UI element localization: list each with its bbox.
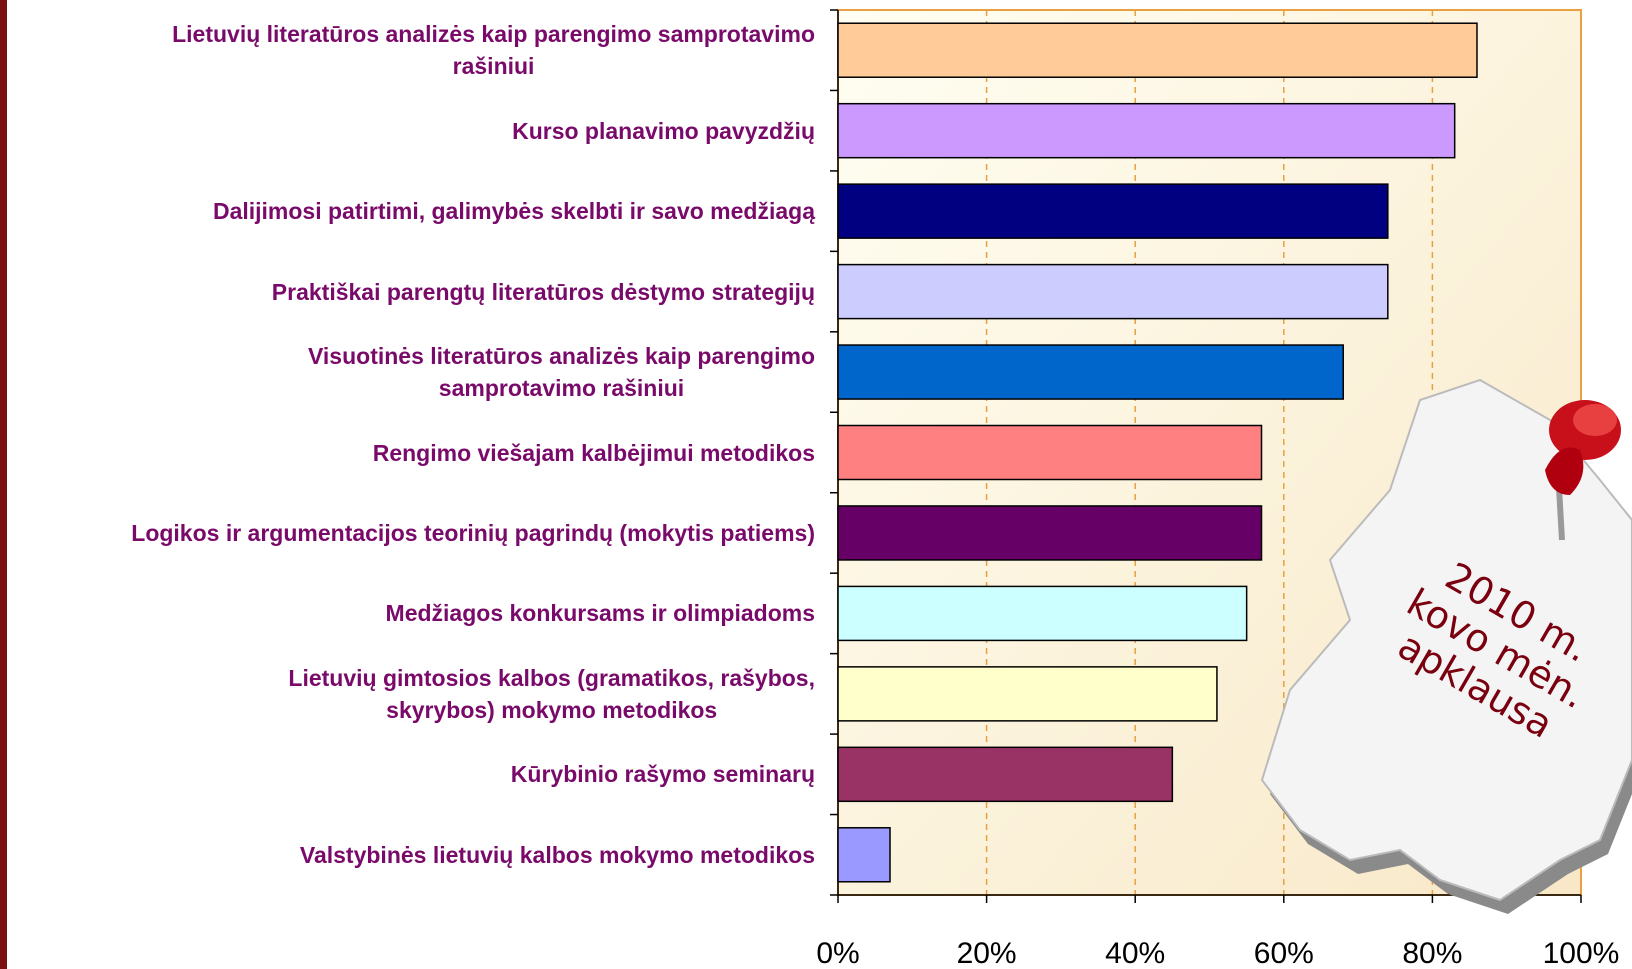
bar	[838, 506, 1262, 560]
bar	[838, 586, 1247, 640]
y-tick-label: Rengimo viešajam kalbėjimui metodikos	[373, 437, 815, 469]
y-tick-label: Lietuvių literatūros analizės kaip paren…	[172, 18, 815, 82]
page: 0%20%40%60%80%100% 2010 m.kovo mėn.apkla…	[0, 0, 1632, 969]
x-tick-label: 60%	[1254, 937, 1314, 969]
bar	[838, 345, 1343, 399]
y-tick-label: Praktiškai parengtų literatūros dėstymo …	[272, 276, 815, 308]
x-tick-label: 80%	[1402, 937, 1462, 969]
bar	[838, 426, 1262, 480]
bar	[838, 265, 1388, 319]
y-tick-label: Kurso planavimo pavyzdžių	[512, 115, 815, 147]
x-tick-label: 100%	[1543, 937, 1620, 969]
x-tick-label: 0%	[816, 937, 859, 969]
y-tick-label: Logikos ir argumentacijos teorinių pagri…	[131, 517, 815, 549]
y-tick-label: Medžiagos konkursams ir olimpiadoms	[386, 597, 815, 629]
x-tick-label: 40%	[1105, 937, 1165, 969]
x-tick-label: 20%	[957, 937, 1017, 969]
bar	[838, 23, 1477, 77]
bar	[838, 184, 1388, 238]
y-tick-label: Visuotinės literatūros analizės kaip par…	[308, 340, 815, 404]
y-tick-label: Lietuvių gimtosios kalbos (gramatikos, r…	[288, 662, 815, 726]
chart: 0%20%40%60%80%100% 2010 m.kovo mėn.apkla…	[0, 0, 1632, 969]
bar	[838, 828, 890, 882]
bar	[838, 104, 1455, 158]
left-strip	[0, 0, 7, 969]
y-tick-label: Kūrybinio rašymo seminarų	[511, 758, 815, 790]
bar	[838, 747, 1172, 801]
y-tick-label: Valstybinės lietuvių kalbos mokymo metod…	[300, 839, 815, 871]
bar	[838, 667, 1217, 721]
y-tick-label: Dalijimosi patirtimi, galimybės skelbti …	[213, 195, 815, 227]
